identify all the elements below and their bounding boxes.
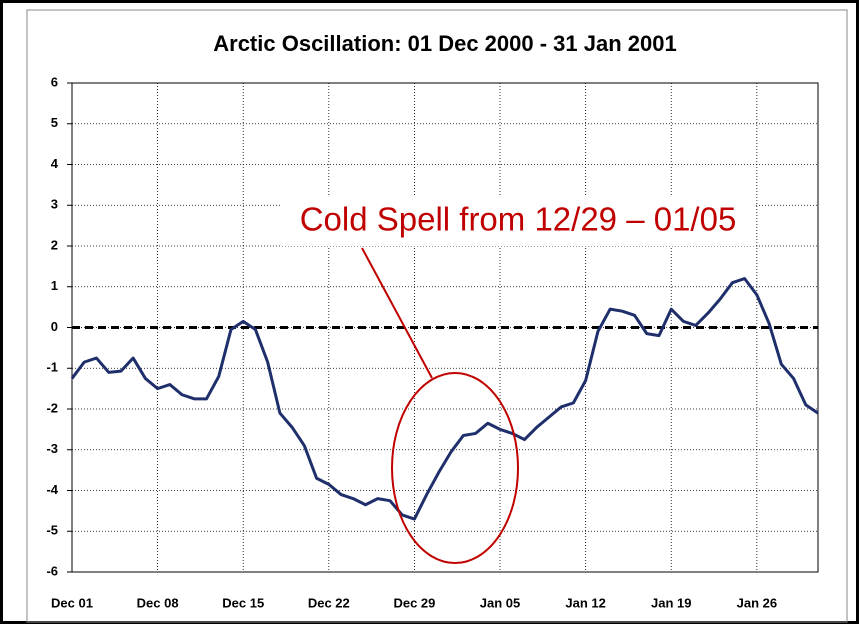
y-tick-label: 4 xyxy=(51,156,59,171)
x-tick-label: Dec 01 xyxy=(51,595,93,610)
annotation-pointer xyxy=(361,247,433,379)
series-line xyxy=(70,277,819,521)
y-tick-label: -5 xyxy=(46,523,58,538)
x-tick-label: Jan 19 xyxy=(651,595,691,610)
y-tick-label: 0 xyxy=(51,319,58,334)
y-tick-label: 3 xyxy=(51,197,58,212)
x-tick-label: Jan 12 xyxy=(565,595,605,610)
y-tick-label: -2 xyxy=(46,400,58,415)
y-tick-label: -4 xyxy=(46,482,58,497)
x-tick-label: Dec 08 xyxy=(137,595,179,610)
y-tick-label: 1 xyxy=(51,278,58,293)
y-tick-label: 2 xyxy=(51,237,58,252)
annotation-box xyxy=(280,196,756,246)
x-tick-label: Dec 29 xyxy=(393,595,435,610)
y-tick-label: -6 xyxy=(46,563,58,578)
chart-title: Arctic Oscillation: 01 Dec 2000 - 31 Jan… xyxy=(213,31,676,56)
x-tick-label: Jan 05 xyxy=(480,595,520,610)
x-tick-label: Dec 15 xyxy=(222,595,264,610)
y-tick-label: -1 xyxy=(46,360,58,375)
x-tick-label: Jan 26 xyxy=(737,595,777,610)
annotation-text: Cold Spell from 12/29 – 01/05 xyxy=(300,201,737,238)
y-tick-label: 5 xyxy=(51,115,58,130)
annotation-ellipse xyxy=(391,372,519,564)
y-tick-label: -3 xyxy=(46,441,58,456)
chart-border xyxy=(26,9,848,623)
y-tick-label: 6 xyxy=(51,74,58,89)
x-tick-label: Dec 22 xyxy=(308,595,350,610)
